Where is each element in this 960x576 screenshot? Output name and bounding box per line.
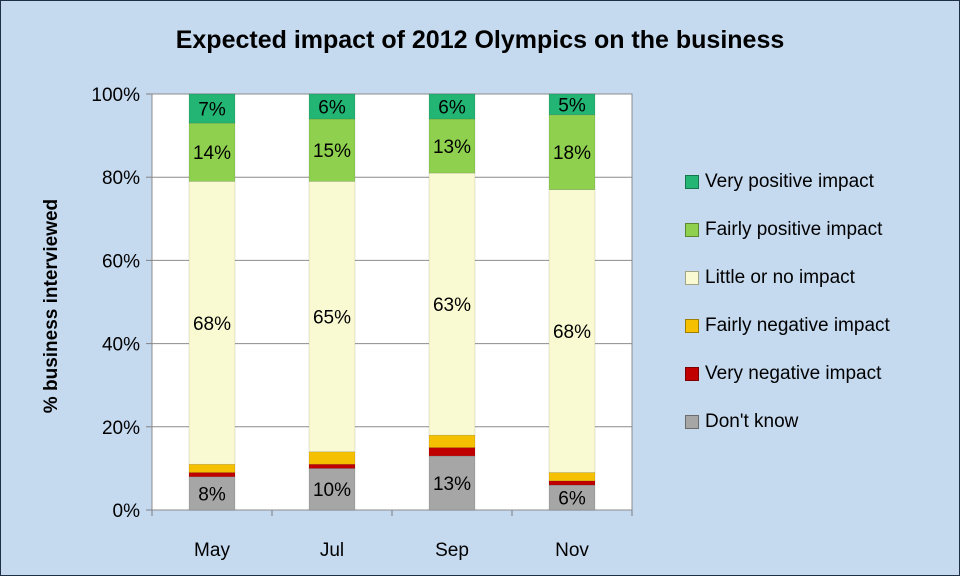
data-label: 7% [198, 100, 226, 121]
y-tick-label: 80% [102, 168, 140, 189]
legend-swatch [685, 367, 699, 381]
bar-segment [428, 118, 476, 174]
legend-item: Very negative impact [685, 350, 890, 398]
bar-segment [548, 114, 596, 190]
x-tick-label: Nov [555, 540, 589, 561]
data-label: 68% [553, 322, 591, 343]
bar-segment [428, 172, 476, 436]
data-label: 68% [193, 314, 231, 335]
data-label: 13% [433, 137, 471, 158]
bar-segment [188, 472, 236, 478]
data-label: 15% [313, 141, 351, 162]
bar-segment [188, 93, 236, 124]
data-label: 10% [313, 480, 351, 501]
x-tick-label: May [194, 540, 230, 561]
data-label: 6% [318, 97, 346, 118]
legend-swatch [685, 175, 699, 189]
legend-label: Fairly positive impact [705, 219, 883, 240]
data-label: 5% [558, 95, 586, 116]
y-tick-label: 100% [91, 85, 140, 106]
y-tick-label: 0% [113, 501, 141, 522]
y-tick-label: 60% [102, 251, 140, 272]
data-label: 8% [198, 484, 226, 505]
bar-segment [428, 455, 476, 511]
bar-segment [548, 93, 596, 116]
bar-segment [308, 118, 356, 182]
x-tick-label: Sep [435, 540, 469, 561]
legend-swatch [685, 223, 699, 237]
legend-item: Don't know [685, 398, 890, 446]
data-label: 65% [313, 308, 351, 329]
legend-item: Little or no impact [685, 254, 890, 302]
legend-label: Fairly negative impact [705, 315, 890, 336]
legend-label: Don't know [705, 411, 799, 432]
legend: Very positive impact Fairly positive impa… [685, 158, 890, 446]
y-tick-label: 20% [102, 418, 140, 439]
bar-segment [188, 463, 236, 473]
bar-segment [308, 463, 356, 469]
data-label: 63% [433, 295, 471, 316]
legend-swatch [685, 271, 699, 285]
legend-swatch [685, 415, 699, 429]
bar-segment [428, 93, 476, 120]
x-tick-label: Jul [320, 540, 344, 561]
legend-label: Little or no impact [705, 267, 855, 288]
bar-segment [188, 122, 236, 182]
bar-segment [308, 181, 356, 453]
data-label: 6% [558, 489, 586, 510]
bar-segment [548, 472, 596, 482]
bar-segment [308, 451, 356, 465]
legend-item: Very positive impact [685, 158, 890, 206]
chart-title: Expected impact of 2012 Olympics on the … [175, 26, 785, 54]
data-label: 18% [553, 143, 591, 164]
data-label: 14% [193, 143, 231, 164]
legend-item: Fairly negative impact [685, 302, 890, 350]
bar-segment [188, 181, 236, 465]
bar-segment [308, 468, 356, 511]
bar-segment [428, 434, 476, 448]
bar-segment [548, 480, 596, 486]
data-label: 6% [438, 97, 466, 118]
legend-label: Very positive impact [705, 171, 874, 192]
legend-item: Fairly positive impact [685, 206, 890, 254]
bar-segment [308, 93, 356, 120]
bar-segment [428, 447, 476, 457]
data-label: 13% [433, 474, 471, 495]
legend-label: Very negative impact [705, 363, 882, 384]
y-tick-label: 40% [102, 335, 140, 356]
legend-swatch [685, 319, 699, 333]
